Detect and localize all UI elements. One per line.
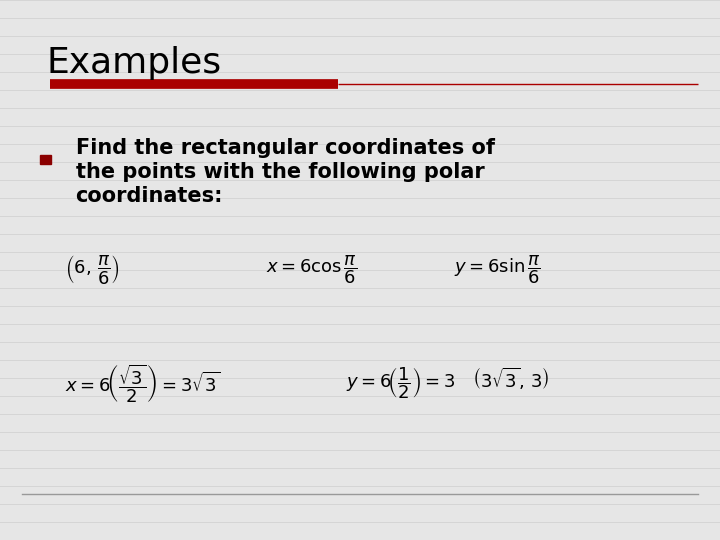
Text: $y = 6\!\left(\dfrac{1}{2}\right) = 3 \quad \left(3\sqrt{3},\,3\right)$: $y = 6\!\left(\dfrac{1}{2}\right) = 3 \q… — [346, 366, 549, 401]
Text: Examples: Examples — [47, 46, 222, 80]
Text: $x = 6\cos\dfrac{\pi}{6}$: $x = 6\cos\dfrac{\pi}{6}$ — [266, 254, 358, 286]
Text: Find the rectangular coordinates of: Find the rectangular coordinates of — [76, 138, 495, 158]
FancyBboxPatch shape — [40, 155, 51, 164]
Text: coordinates:: coordinates: — [76, 186, 223, 206]
Text: $y = 6\sin\dfrac{\pi}{6}$: $y = 6\sin\dfrac{\pi}{6}$ — [454, 254, 541, 286]
Text: $\left(6,\,\dfrac{\pi}{6}\right)$: $\left(6,\,\dfrac{\pi}{6}\right)$ — [65, 253, 120, 287]
Text: the points with the following polar: the points with the following polar — [76, 162, 485, 182]
Text: $x = 6\!\left(\dfrac{\sqrt{3}}{2}\right) = 3\sqrt{3}$: $x = 6\!\left(\dfrac{\sqrt{3}}{2}\right)… — [65, 362, 220, 405]
